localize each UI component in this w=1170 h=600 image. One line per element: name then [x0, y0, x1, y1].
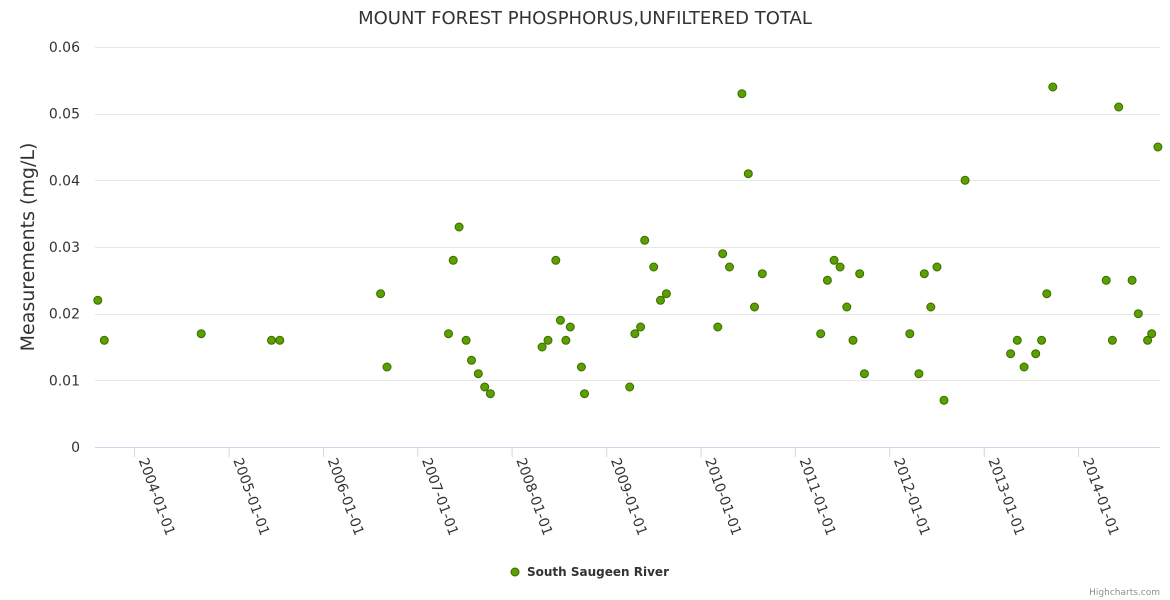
data-point[interactable]: [625, 382, 635, 392]
data-point[interactable]: [640, 235, 650, 245]
data-point[interactable]: [196, 329, 206, 339]
y-axis-ticks: 0 0.01 0.02 0.03 0.04 0.05 0.06: [49, 40, 80, 456]
data-point[interactable]: [649, 262, 659, 272]
data-point[interactable]: [1114, 102, 1124, 112]
data-point[interactable]: [473, 369, 483, 379]
data-point[interactable]: [1048, 82, 1058, 92]
legend-item-south-saugeen-river[interactable]: South Saugeen River: [527, 565, 669, 579]
y-tick-label: 0.03: [49, 240, 80, 256]
data-point[interactable]: [382, 362, 392, 372]
data-point[interactable]: [576, 362, 586, 372]
data-point[interactable]: [960, 175, 970, 185]
data-point[interactable]: [454, 222, 464, 232]
data-point[interactable]: [275, 335, 285, 345]
x-tick-label: 2008-01-01: [512, 456, 555, 538]
data-point[interactable]: [822, 275, 832, 285]
data-point[interactable]: [93, 295, 103, 305]
data-point[interactable]: [551, 255, 561, 265]
data-point[interactable]: [737, 89, 747, 99]
legend[interactable]: South Saugeen River: [510, 565, 669, 579]
data-point[interactable]: [444, 329, 453, 339]
data-point[interactable]: [1006, 349, 1016, 359]
data-point[interactable]: [750, 302, 759, 312]
y-tick-label: 0: [71, 440, 80, 456]
x-axis-ticks: 2004-01-01 2005-01-01 2006-01-01 2007-01-01…: [134, 447, 1122, 538]
data-point[interactable]: [743, 169, 753, 179]
data-point[interactable]: [561, 335, 571, 345]
x-tick-label: 2014-01-01: [1079, 456, 1122, 538]
grid-lines: [95, 47, 1160, 381]
data-point[interactable]: [1012, 335, 1022, 345]
data-point[interactable]: [1019, 362, 1029, 372]
x-tick-label: 2007-01-01: [418, 456, 461, 538]
data-point[interactable]: [1143, 335, 1153, 345]
data-point[interactable]: [1147, 329, 1157, 339]
data-point[interactable]: [656, 295, 665, 305]
data-point[interactable]: [713, 322, 723, 332]
y-tick-label: 0.04: [49, 173, 80, 189]
y-tick-label: 0.05: [49, 107, 80, 123]
data-point[interactable]: [537, 342, 547, 352]
x-tick-label: 2012-01-01: [890, 456, 933, 538]
data-point[interactable]: [919, 269, 929, 279]
y-tick-label: 0.02: [49, 307, 80, 323]
data-point[interactable]: [1042, 289, 1052, 299]
chart-title: MOUNT FOREST PHOSPHORUS,UNFILTERED TOTAL: [358, 8, 812, 29]
data-point[interactable]: [718, 249, 728, 259]
data-point[interactable]: [905, 329, 915, 339]
x-tick-label: 2010-01-01: [701, 456, 744, 538]
data-point[interactable]: [1153, 142, 1163, 152]
credits-link[interactable]: Highcharts.com: [1089, 588, 1160, 598]
data-point[interactable]: [99, 335, 109, 345]
data-point[interactable]: [267, 335, 276, 345]
x-tick-label: 2009-01-01: [607, 456, 650, 538]
y-tick-label: 0.01: [49, 373, 80, 389]
x-tick-label: 2004-01-01: [135, 456, 178, 538]
data-point[interactable]: [926, 302, 936, 312]
data-point[interactable]: [580, 389, 589, 399]
data-point[interactable]: [757, 269, 767, 279]
legend-marker[interactable]: [510, 567, 520, 577]
data-point[interactable]: [461, 335, 471, 345]
data-point[interactable]: [543, 335, 553, 345]
y-axis-label: Measurements (mg/L): [17, 143, 39, 352]
x-tick-label: 2011-01-01: [796, 456, 839, 538]
x-tick-label: 2005-01-01: [229, 456, 272, 538]
data-point[interactable]: [1031, 349, 1041, 359]
data-point[interactable]: [630, 329, 640, 339]
data-point[interactable]: [1037, 335, 1047, 345]
data-point[interactable]: [939, 395, 949, 405]
data-point[interactable]: [555, 315, 565, 325]
data-point[interactable]: [1127, 275, 1137, 285]
data-point[interactable]: [480, 382, 490, 392]
data-point[interactable]: [448, 255, 458, 265]
data-point[interactable]: [1101, 275, 1111, 285]
data-point[interactable]: [848, 335, 858, 345]
data-point[interactable]: [661, 289, 671, 299]
x-tick-label: 2013-01-01: [985, 456, 1028, 538]
data-point[interactable]: [932, 262, 942, 272]
series-south-saugeen-river[interactable]: [93, 82, 1163, 405]
data-point[interactable]: [835, 262, 845, 272]
data-point[interactable]: [859, 369, 869, 379]
data-point[interactable]: [829, 255, 839, 265]
data-point[interactable]: [485, 389, 495, 399]
data-point[interactable]: [565, 322, 575, 332]
data-point[interactable]: [816, 329, 826, 339]
data-point[interactable]: [914, 369, 924, 379]
data-point[interactable]: [1107, 335, 1117, 345]
y-tick-label: 0.06: [49, 40, 80, 56]
data-point[interactable]: [842, 302, 852, 312]
x-tick-label: 2006-01-01: [324, 456, 367, 538]
data-point[interactable]: [725, 262, 734, 272]
data-point[interactable]: [1133, 309, 1143, 319]
data-point[interactable]: [636, 322, 646, 332]
data-point[interactable]: [376, 289, 386, 299]
data-point[interactable]: [855, 269, 865, 279]
data-point[interactable]: [467, 355, 476, 365]
